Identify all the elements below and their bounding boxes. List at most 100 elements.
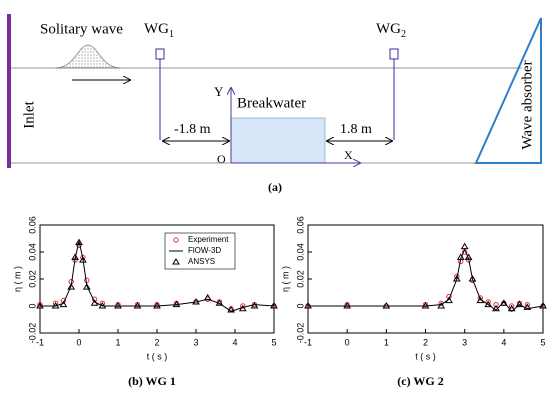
- y-tick-label: 0.04: [295, 243, 305, 261]
- diagram: Solitary wave WG1 WG2 Inlet Y Breakwater…: [7, 14, 542, 194]
- marker: [539, 302, 547, 309]
- x-tick-label: 1: [115, 337, 120, 347]
- marker: [421, 302, 430, 309]
- y-tick-label: 0.02: [295, 270, 305, 288]
- legend-swatch: [172, 258, 180, 265]
- label: O: [217, 152, 226, 166]
- series-line: [308, 247, 544, 313]
- wave-shape: [54, 44, 122, 69]
- plot-frame: [307, 224, 544, 334]
- marker: [240, 303, 246, 309]
- y-axis-label: η ( m ): [280, 266, 290, 292]
- wg1-gauge: [155, 48, 165, 60]
- marker: [59, 300, 68, 308]
- label: Wave absorber: [519, 60, 535, 149]
- marker: [192, 297, 200, 305]
- y-tick-label: 0.06: [295, 216, 305, 234]
- y-tick-label: 0: [295, 303, 305, 308]
- label: X: [344, 148, 353, 162]
- marker: [476, 296, 485, 304]
- marker: [524, 301, 531, 308]
- marker: [153, 302, 161, 309]
- marker: [499, 299, 508, 306]
- marker: [452, 275, 461, 282]
- marker: [238, 304, 247, 312]
- marker: [437, 302, 446, 309]
- y-axis-label: η ( m ): [12, 266, 22, 292]
- y-tick-label: -0.02: [295, 323, 305, 344]
- marker: [71, 253, 79, 260]
- caption: (a): [268, 180, 282, 194]
- label: Solitary wave: [40, 21, 123, 37]
- legend-label: ANSYS: [188, 257, 215, 266]
- legend-label: FlOW-3D: [188, 246, 221, 255]
- marker: [456, 253, 465, 260]
- marker: [515, 300, 524, 308]
- x-tick-label: 2: [154, 337, 159, 347]
- marker: [468, 275, 477, 282]
- charts: -0.02 0 0.02 0.04 0.06 -1 0 1 2 3 4 5 t ( s ) η ( m )…: [12, 216, 547, 388]
- marker: [492, 304, 500, 312]
- label: WG2: [376, 21, 406, 40]
- marker: [82, 283, 91, 290]
- marker: [75, 238, 83, 246]
- marker: [460, 242, 469, 250]
- marker: [464, 253, 473, 260]
- chart-title: (c) WG 2: [397, 374, 443, 388]
- marker: [445, 296, 453, 304]
- x-tick-label: 4: [501, 337, 506, 347]
- x-tick-label: 5: [540, 337, 545, 347]
- marker: [84, 277, 90, 284]
- label: 2: [401, 29, 406, 40]
- wg2-gauge: [389, 48, 399, 60]
- x-tick-label: 2: [423, 337, 428, 347]
- marker: [507, 304, 516, 312]
- label: WG: [144, 21, 169, 37]
- label: WG: [376, 21, 401, 37]
- x-tick-label: -1: [36, 337, 44, 347]
- marker: [227, 306, 235, 313]
- marker: [215, 299, 224, 306]
- chart-title: (b) WG 1: [128, 374, 176, 388]
- absorber: [474, 17, 542, 164]
- x-tick-label: 5: [271, 337, 276, 347]
- y-tick-label: 0: [27, 303, 37, 308]
- label: Y: [214, 84, 224, 99]
- marker: [477, 295, 484, 301]
- x-tick-label: 0: [76, 337, 81, 347]
- x-axis-label: t ( s ): [415, 351, 436, 361]
- x-tick-label: 3: [193, 337, 198, 347]
- marker: [250, 302, 259, 309]
- x-axis-label: t ( s ): [147, 351, 168, 361]
- x-tick-label: 1: [384, 337, 389, 347]
- marker: [51, 302, 60, 309]
- y-tick-label: -0.02: [27, 323, 37, 344]
- x-tick-label: 4: [232, 337, 237, 347]
- plot-frame: [39, 224, 275, 334]
- label: Breakwater: [237, 95, 306, 111]
- marker: [133, 302, 142, 309]
- marker: [508, 303, 515, 309]
- x-tick-label: 3: [462, 337, 467, 347]
- series-line: [40, 241, 275, 312]
- breakwater: [230, 117, 326, 164]
- marker: [203, 293, 212, 301]
- marker: [114, 302, 122, 309]
- legend-swatch: [173, 237, 179, 243]
- x-tick-label: 0: [345, 337, 350, 347]
- marker: [382, 302, 391, 309]
- marker: [523, 303, 532, 310]
- marker: [484, 300, 493, 308]
- label: WG1: [144, 21, 174, 40]
- y-tick-label: 0.04: [27, 243, 37, 261]
- legend-label: Experiment: [188, 235, 229, 244]
- marker: [172, 300, 181, 308]
- marker: [36, 302, 44, 309]
- marker: [98, 302, 107, 309]
- label: Inlet: [21, 100, 37, 128]
- label: 1: [169, 29, 174, 40]
- marker: [493, 301, 499, 308]
- y-tick-label: 0.02: [27, 270, 37, 288]
